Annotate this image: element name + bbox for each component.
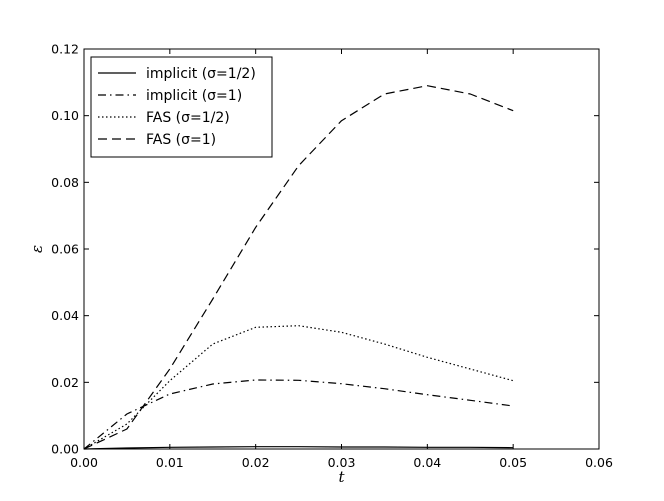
x-tick-label: 0.04 xyxy=(413,455,441,470)
x-tick-label: 0.02 xyxy=(242,455,270,470)
ticks-layer: 0.00 0.01 0.02 0.03 0.04 0.05 0.06 0.00 0.02 0.04… xyxy=(51,42,613,471)
x-axis-label: t xyxy=(338,468,345,486)
y-tick-label: 0.10 xyxy=(51,108,79,123)
x-tick-label: 0.03 xyxy=(328,455,356,470)
y-axis-label: ε xyxy=(28,245,46,253)
series-layer xyxy=(83,85,514,450)
legend-label-3: FAS (σ=1/2) xyxy=(146,110,230,126)
series-line-1-implicit-1-2 xyxy=(83,446,514,450)
legend: implicit (σ=1/2) implicit (σ=1) FAS (σ=1/2… xyxy=(90,56,273,158)
x-tick-label: 0.00 xyxy=(70,455,98,470)
legend-frame xyxy=(90,56,273,158)
y-tick-label: 0.08 xyxy=(51,175,79,190)
x-tick-label: 0.05 xyxy=(499,455,527,470)
y-tick-label: 0.12 xyxy=(51,42,79,57)
legend-label-1: implicit (σ=1/2) xyxy=(146,66,256,82)
y-tick-label: 0.06 xyxy=(51,242,79,257)
y-tick-label: 0.04 xyxy=(51,308,79,323)
legend-label-4: FAS (σ=1) xyxy=(146,132,216,148)
x-tick-label: 0.06 xyxy=(585,455,613,470)
series-line-3-fas-1-2 xyxy=(83,325,514,450)
series-line-4-fas-1 xyxy=(83,85,514,450)
series-line-2-implicit-1 xyxy=(83,379,514,450)
y-tick-label: 0.00 xyxy=(51,442,79,457)
y-tick-label: 0.02 xyxy=(51,375,79,390)
x-tick-label: 0.01 xyxy=(156,455,184,470)
legend-label-2: implicit (σ=1) xyxy=(146,88,242,104)
